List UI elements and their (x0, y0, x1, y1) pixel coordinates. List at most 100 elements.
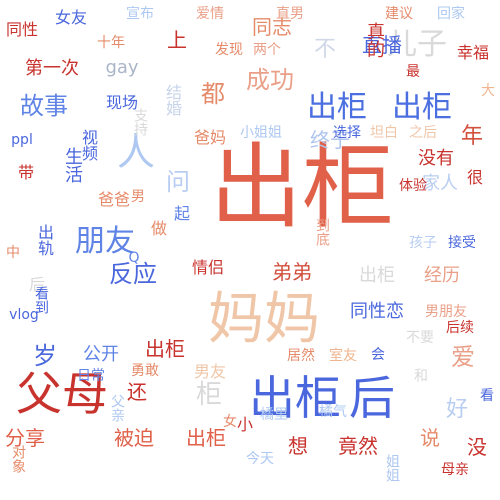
cloud-word-w6bcd-4eb2: 母亲 (441, 462, 469, 478)
cloud-word-w90fd: 都 (201, 80, 225, 108)
cloud-word-w5766-767d: 坦白 (370, 125, 398, 141)
cloud-word-w5973: 女 (223, 414, 237, 430)
cloud-word-w4e0a: 上 (167, 28, 187, 52)
cloud-word-w5b69-5b50: 孩子 (409, 235, 437, 251)
cloud-word-w6545-4e8b: 故事 (20, 92, 68, 120)
cloud-word-w5341-5e74: 十年 (97, 35, 125, 51)
cloud-word-gay: gay (105, 57, 139, 78)
cloud-word-w5e74: 年 (460, 124, 484, 149)
cloud-word-w51fa-67dc: 出柜 (392, 90, 452, 125)
cloud-word-w7ed3-5a5a: 结婚 (163, 84, 182, 116)
cloud-word-w5973-53cb: 女友 (54, 8, 88, 27)
cloud-word-w67dc: 柜 (195, 380, 223, 410)
cloud-word-w5988-5988: 妈妈 (208, 287, 320, 352)
cloud-word-w51fa-67dc: 出柜 (249, 371, 341, 425)
cloud-word-w4e4b-540e: 之后 (409, 125, 437, 141)
cloud-word-w7537-53cb: 男友 (193, 362, 227, 381)
cloud-word-w771f-7684: 真的 (364, 22, 385, 58)
cloud-word-w5927: 大 (481, 83, 495, 99)
cloud-word-w6700: 最 (406, 64, 420, 80)
cloud-word-q: Q (128, 250, 140, 266)
cloud-word-w51fa-67dc: 出柜 (186, 426, 226, 450)
cloud-word-w7537-670b-53cb: 男朋友 (425, 304, 467, 320)
cloud-word-w5f88: 很 (466, 168, 484, 187)
cloud-word-w5ba3-5e03: 宣布 (126, 6, 154, 22)
cloud-word-w7231-60c5: 爱情 (196, 6, 224, 22)
cloud-word-w5bb6-4eba: 家人 (422, 173, 458, 194)
cloud-word-w7236-6bcd: 父母 (16, 367, 108, 421)
cloud-word-w513f-5b50: 儿子 (387, 27, 447, 62)
cloud-word-w7ecf-5386: 经历 (424, 265, 460, 286)
cloud-word-w5e26: 带 (17, 163, 35, 182)
cloud-word-w7238-5988: 爸妈 (193, 128, 227, 147)
cloud-word-w5ba4-53cb: 室友 (329, 348, 357, 364)
cloud-word-w73b0-573a: 现场 (105, 93, 139, 112)
cloud-word-w540e: 后 (349, 371, 395, 425)
cloud-word-w7b2c-4e00-6b21: 第一次 (25, 58, 79, 79)
cloud-word-w60f3: 想 (288, 434, 308, 458)
cloud-word-w7adf-7136: 竟然 (338, 434, 378, 458)
cloud-word-w540c-6027-604b: 同性恋 (350, 301, 404, 322)
cloud-word-w4f1a: 会 (371, 347, 385, 363)
cloud-word-w540e-7eed: 后续 (446, 320, 474, 336)
cloud-word-w5f1f-5f1f: 弟弟 (272, 260, 312, 284)
cloud-word-w65e5-5e38: 日常 (77, 368, 105, 384)
cloud-word-w60c5-4fa3: 情侣 (191, 258, 225, 277)
cloud-word-w5e78-798f: 幸福 (456, 43, 490, 62)
cloud-word-w5c81: 岁 (33, 342, 57, 370)
cloud-word-w4eca-5929: 今天 (246, 451, 274, 467)
cloud-word-w76f4-64ad: 直播 (362, 33, 402, 57)
cloud-word-w53cd-5e94: 反应 (109, 260, 157, 288)
cloud-word-vlog: vlog (9, 307, 39, 323)
cloud-word-w7236-4eb2: 父亲 (109, 394, 125, 422)
cloud-word-w4e24-4e2a: 两个 (253, 42, 281, 58)
cloud-word-w9009-62e9: 选择 (333, 125, 361, 141)
cloud-word-w670b-53cb: 朋友 (75, 224, 135, 259)
cloud-word-w52c7-6562: 勇敢 (131, 363, 159, 379)
cloud-word-w51fa-67dc: 出柜 (359, 265, 395, 286)
cloud-word-w5c0f: 小 (236, 415, 254, 434)
cloud-word-w53d1-73b0: 发现 (215, 42, 243, 58)
cloud-word-w6ca1: 没 (467, 435, 487, 459)
cloud-word-w540e: 后 (28, 275, 46, 294)
cloud-word-w6a58-6c14: 橘气 (319, 404, 347, 420)
cloud-word-w770b-5230: 看到 (33, 286, 49, 314)
cloud-word-w751f-6d3b: 生活 (62, 147, 83, 183)
cloud-word-w597d: 好 (445, 397, 469, 422)
cloud-word-w56de-5bb6: 回家 (437, 6, 465, 22)
cloud-word-w95ee: 问 (166, 168, 190, 196)
cloud-word-w51fa-67dc: 出柜 (145, 337, 185, 361)
cloud-word-w51fa-67dc: 出柜 (209, 134, 395, 241)
cloud-word-w5c45-7136: 居然 (287, 348, 315, 364)
cloud-word-w76f4-7537: 直男 (276, 6, 304, 22)
cloud-word-w51fa-67dc: 出柜 (307, 90, 367, 125)
cloud-word-w505a: 做 (150, 219, 168, 238)
cloud-word-w652f-6301: 支持 (132, 108, 148, 136)
cloud-word-w7231: 爱 (451, 343, 475, 371)
cloud-word-w7ec8-4e8e: 终于 (310, 128, 350, 152)
cloud-word-w4e0d: 不 (313, 37, 337, 62)
cloud-word-w6a58-91cc: 橘里 (260, 407, 288, 423)
cloud-word-w540c-5fd7: 同志 (252, 15, 292, 39)
cloud-word-w548c: 和 (412, 368, 428, 382)
cloud-word-w5bf9-8c61: 对象 (10, 445, 26, 473)
cloud-word-w59d0-59d0: 姐姐 (384, 454, 400, 482)
cloud-word-w5efa-8bae: 建议 (385, 6, 413, 22)
cloud-word-w4e2d: 中 (6, 245, 20, 261)
cloud-word-w7238-7238: 爸爸 (97, 190, 131, 209)
cloud-word-w4e0d-8981: 不要 (406, 330, 434, 346)
cloud-word-w7537: 男 (131, 189, 145, 205)
cloud-word-w516c-5f00: 公开 (83, 344, 119, 365)
cloud-word-w540c-6027: 同性 (5, 20, 39, 39)
cloud-word-w5206-4eab: 分享 (5, 426, 45, 450)
cloud-word-w88ab-8feb: 被迫 (114, 426, 154, 450)
cloud-word-w6ca1-6709: 没有 (418, 148, 454, 169)
cloud-word-w4f53-9a8c: 体验 (399, 178, 427, 194)
cloud-word-w5c0f-59d0-59d0: 小姐姐 (240, 125, 282, 141)
cloud-word-w89c6-9891: 视频 (79, 129, 98, 161)
cloud-word-ppl: ppl (11, 132, 33, 148)
cloud-word-w770b: 看 (480, 388, 494, 404)
cloud-word-w51fa-8f68: 出轨 (35, 224, 54, 256)
cloud-word-w63a5-53d7: 接受 (448, 235, 476, 251)
cloud-word-w6210-529f: 成功 (246, 66, 294, 94)
